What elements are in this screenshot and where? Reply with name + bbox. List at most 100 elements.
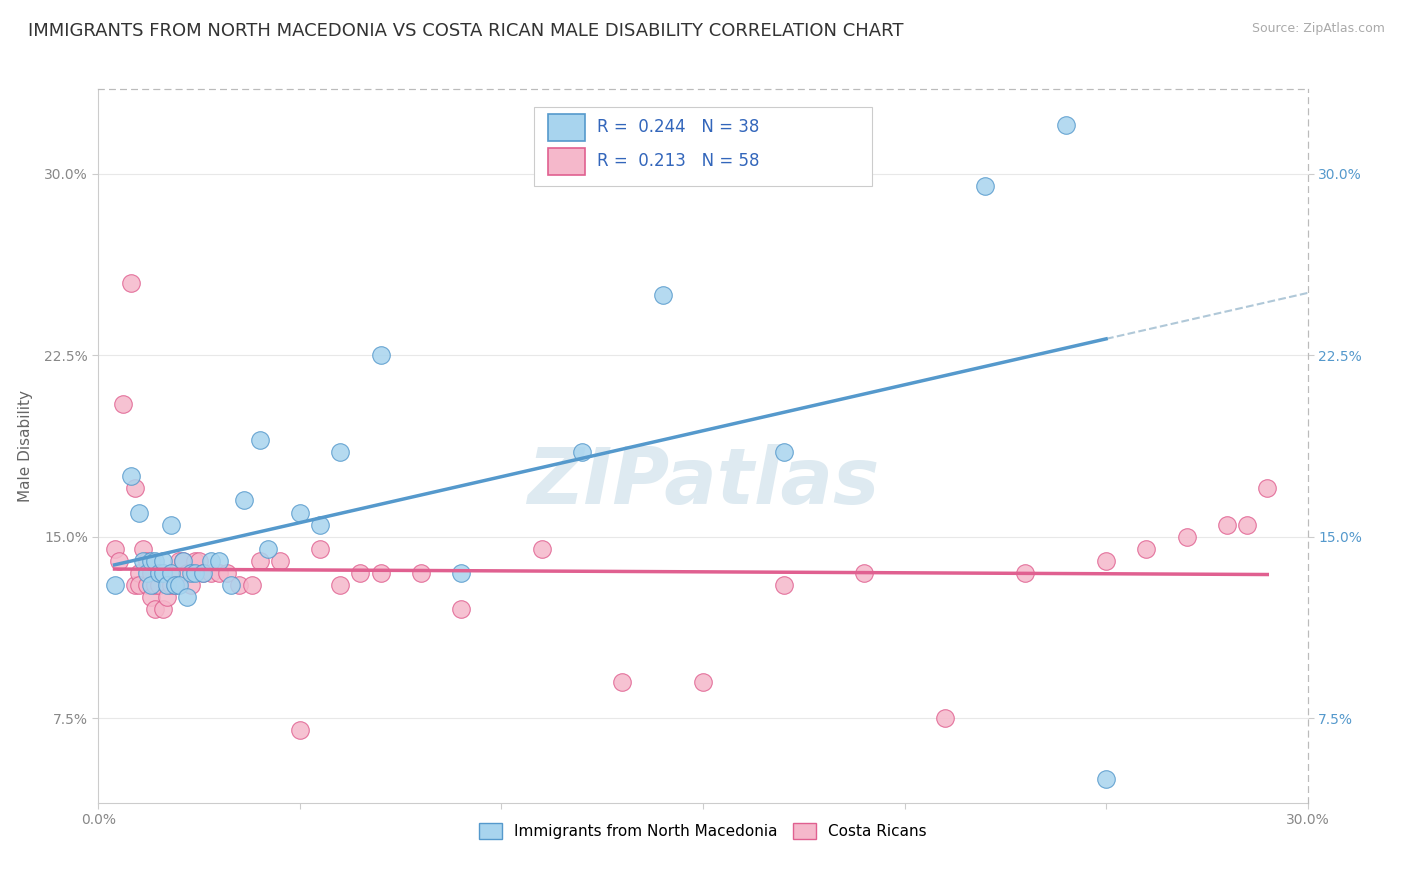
Point — [176, 590, 198, 604]
Point — [148, 566, 170, 580]
Point — [1054, 119, 1077, 133]
Point — [1256, 481, 1278, 495]
Point — [772, 445, 794, 459]
FancyBboxPatch shape — [548, 114, 585, 141]
Point — [188, 554, 211, 568]
Point — [103, 578, 125, 592]
Point — [450, 566, 472, 580]
Point — [128, 506, 150, 520]
Point — [163, 578, 186, 592]
Point — [124, 481, 146, 495]
Point — [249, 433, 271, 447]
Point — [1014, 566, 1036, 580]
Point — [974, 178, 997, 193]
Point — [148, 578, 170, 592]
Point — [143, 554, 166, 568]
Point — [309, 541, 332, 556]
Point — [934, 711, 956, 725]
Point — [163, 578, 186, 592]
Point — [160, 517, 183, 532]
Point — [240, 578, 263, 592]
Point — [184, 554, 207, 568]
Point — [180, 566, 202, 580]
Point — [309, 517, 332, 532]
Point — [143, 602, 166, 616]
Point — [530, 541, 553, 556]
Point — [1216, 517, 1239, 532]
Point — [156, 590, 179, 604]
Point — [128, 578, 150, 592]
Point — [135, 578, 157, 592]
Point — [1095, 772, 1118, 786]
Point — [208, 566, 231, 580]
Point — [184, 566, 207, 580]
Point — [329, 578, 352, 592]
Point — [1135, 541, 1157, 556]
Point — [288, 506, 311, 520]
Text: R =  0.244   N = 38: R = 0.244 N = 38 — [596, 118, 759, 136]
Text: ZIPatlas: ZIPatlas — [527, 443, 879, 520]
Point — [139, 590, 162, 604]
Point — [120, 469, 142, 483]
Point — [124, 578, 146, 592]
Point — [772, 578, 794, 592]
Point — [853, 566, 876, 580]
Text: IMMIGRANTS FROM NORTH MACEDONIA VS COSTA RICAN MALE DISABILITY CORRELATION CHART: IMMIGRANTS FROM NORTH MACEDONIA VS COSTA… — [28, 22, 904, 40]
Point — [612, 674, 634, 689]
Point — [228, 578, 250, 592]
Point — [152, 566, 174, 580]
Point — [249, 554, 271, 568]
Point — [692, 674, 714, 689]
Point — [269, 554, 291, 568]
Point — [193, 566, 215, 580]
Point — [370, 348, 392, 362]
Point — [450, 602, 472, 616]
Point — [651, 288, 673, 302]
Point — [1175, 530, 1198, 544]
Point — [571, 445, 593, 459]
Y-axis label: Male Disability: Male Disability — [18, 390, 32, 502]
Point — [152, 566, 174, 580]
Point — [167, 578, 190, 592]
Text: Source: ZipAtlas.com: Source: ZipAtlas.com — [1251, 22, 1385, 36]
Point — [232, 493, 254, 508]
Point — [156, 578, 179, 592]
Point — [120, 276, 142, 290]
Text: R =  0.213   N = 58: R = 0.213 N = 58 — [596, 153, 759, 170]
Point — [103, 541, 125, 556]
Point — [107, 554, 129, 568]
Point — [160, 578, 183, 592]
Point — [135, 566, 157, 580]
Point — [200, 566, 222, 580]
Point — [370, 566, 392, 580]
Point — [1236, 517, 1258, 532]
Point — [132, 541, 155, 556]
Point — [288, 723, 311, 738]
Point — [180, 578, 202, 592]
Point — [135, 554, 157, 568]
Point — [409, 566, 432, 580]
Point — [221, 578, 243, 592]
Point — [256, 541, 278, 556]
Point — [160, 566, 183, 580]
FancyBboxPatch shape — [548, 148, 585, 175]
Point — [167, 554, 190, 568]
Point — [193, 566, 215, 580]
Point — [349, 566, 371, 580]
Point — [172, 554, 194, 568]
Point — [152, 602, 174, 616]
Point — [128, 566, 150, 580]
Point — [172, 554, 194, 568]
Point — [1095, 554, 1118, 568]
Point — [148, 566, 170, 580]
Point — [139, 578, 162, 592]
Point — [111, 397, 134, 411]
Point — [156, 578, 179, 592]
Point — [143, 578, 166, 592]
Point — [208, 554, 231, 568]
Point — [217, 566, 239, 580]
Point — [139, 566, 162, 580]
Point — [329, 445, 352, 459]
Point — [176, 566, 198, 580]
Point — [132, 554, 155, 568]
